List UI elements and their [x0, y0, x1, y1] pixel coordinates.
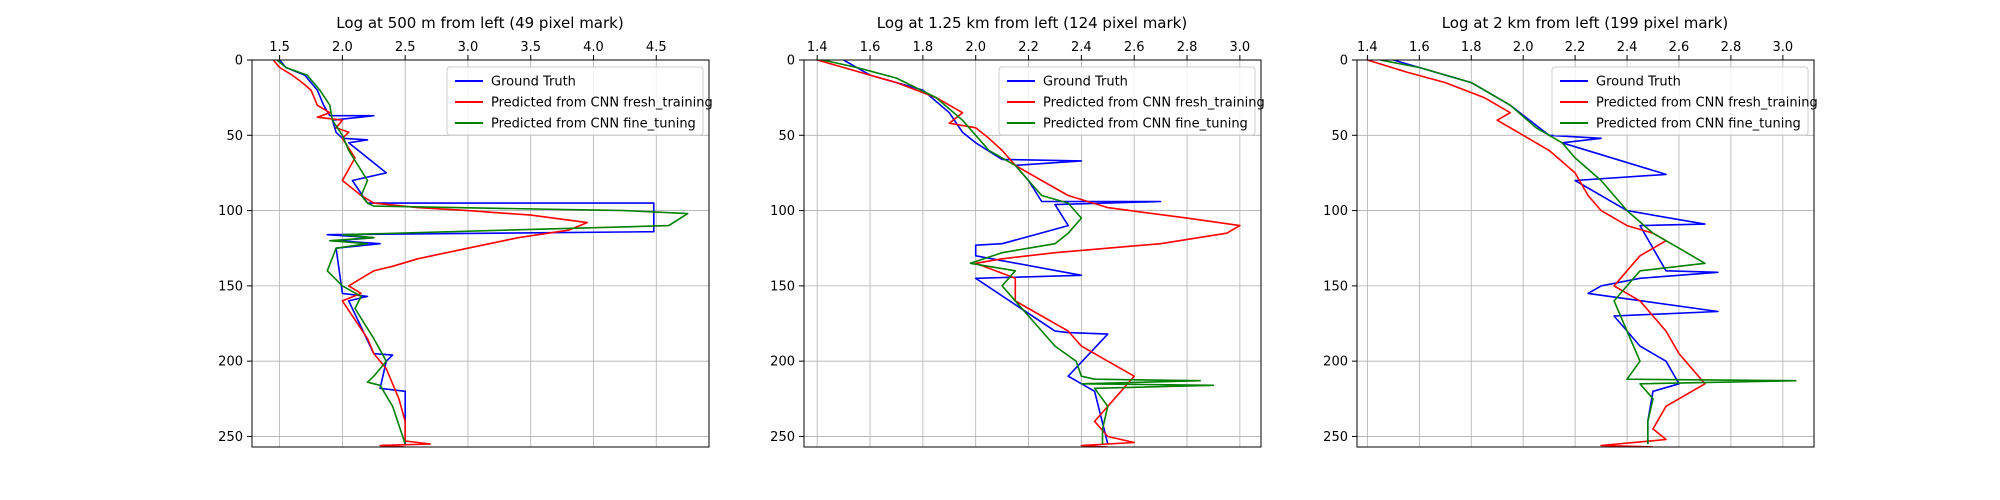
y-tick-label: 100: [1323, 204, 1348, 219]
y-tick-label: 150: [218, 279, 243, 294]
x-tick-label: 1.6: [1409, 40, 1430, 55]
x-tick-label: 2.0: [1513, 40, 1534, 55]
series-line-predicted-from-cnn-fine-tuning: [1380, 60, 1797, 444]
x-tick-label: 2.2: [1565, 40, 1586, 55]
subplot-left: Log at 500 m from left (49 pixel mark) 1…: [218, 14, 713, 448]
y-tick-label: 0: [235, 54, 243, 69]
y-tick-label: 50: [1331, 129, 1348, 144]
x-tick-label: 2.8: [1721, 40, 1742, 55]
y-tick-label: 200: [770, 355, 795, 370]
series-line-predicted-from-cnn-fine-tuning: [822, 60, 1215, 444]
y-tick-label: 50: [778, 129, 795, 144]
x-tick-label: 3.0: [1230, 40, 1251, 55]
plot-frame-middle: [803, 59, 1262, 448]
x-tick-label: 1.4: [807, 40, 828, 55]
y-tick-label: 50: [226, 129, 243, 144]
legend-label: Predicted from CNN fresh_training: [1043, 96, 1265, 111]
x-tick-label: 2.2: [1018, 40, 1039, 55]
y-tick-label: 100: [218, 204, 243, 219]
legend-left: Ground Truth Predicted from CNN fresh_tra…: [446, 66, 713, 136]
subplot-right: Log at 2 km from left (199 pixel mark) 1…: [1323, 14, 1818, 448]
x-tick-label: 3.0: [458, 40, 479, 55]
y-tick-label: 0: [787, 54, 795, 69]
series-line-predicted-from-cnn-fresh-training: [272, 60, 589, 447]
subplot-middle: Log at 1.25 km from left (124 pixel mark…: [770, 14, 1265, 448]
legend-box: [1551, 66, 1809, 136]
y-tick-label: 250: [770, 430, 795, 445]
y-tick-label: 200: [1323, 355, 1348, 370]
legend-label: Predicted from CNN fine_tuning: [1043, 117, 1248, 132]
x-tick-label: 1.5: [269, 40, 290, 55]
subplot-title-left: Log at 500 m from left (49 pixel mark): [336, 14, 623, 32]
x-tick-label: 3.0: [1772, 40, 1793, 55]
x-tick-label: 2.4: [1617, 40, 1638, 55]
plot-frame-right: [1356, 59, 1815, 448]
x-tick-label: 2.5: [395, 40, 416, 55]
legend-label: Ground Truth: [1596, 75, 1681, 90]
series-line-ground-truth: [843, 60, 1162, 445]
x-tick-label: 2.6: [1124, 40, 1145, 55]
x-tick-label: 2.8: [1177, 40, 1198, 55]
x-tick-label: 1.4: [1357, 40, 1378, 55]
series-line-predicted-from-cnn-fine-tuning: [276, 60, 689, 445]
legend-label: Predicted from CNN fresh_training: [491, 96, 713, 111]
y-tick-label: 250: [218, 430, 243, 445]
x-tick-label: 1.8: [1461, 40, 1482, 55]
x-tick-label: 4.5: [646, 40, 667, 55]
y-tick-label: 150: [770, 279, 795, 294]
legend-label: Ground Truth: [1043, 75, 1128, 90]
x-tick-label: 4.0: [583, 40, 604, 55]
y-tick-label: 100: [770, 204, 795, 219]
y-tick-label: 200: [218, 355, 243, 370]
plot-frame-left: [251, 59, 710, 448]
x-tick-label: 1.8: [913, 40, 934, 55]
legend-box: [446, 66, 704, 136]
y-tick-label: 0: [1340, 54, 1348, 69]
x-tick-label: 3.5: [520, 40, 541, 55]
legend-label: Predicted from CNN fine_tuning: [1596, 117, 1801, 132]
x-tick-label: 1.6: [860, 40, 881, 55]
x-tick-label: 2.0: [332, 40, 353, 55]
legend-right: Ground Truth Predicted from CNN fresh_tra…: [1551, 66, 1818, 136]
y-tick-label: 250: [1323, 430, 1348, 445]
legend-box: [998, 66, 1256, 136]
legend-label: Predicted from CNN fresh_training: [1596, 96, 1818, 111]
legend-middle: Ground Truth Predicted from CNN fresh_tra…: [998, 66, 1265, 136]
legend-label: Predicted from CNN fine_tuning: [491, 117, 696, 132]
x-tick-label: 2.6: [1669, 40, 1690, 55]
subplot-title-right: Log at 2 km from left (199 pixel mark): [1442, 14, 1729, 32]
x-tick-label: 2.0: [965, 40, 986, 55]
y-tick-label: 150: [1323, 279, 1348, 294]
legend-label: Ground Truth: [491, 75, 576, 90]
x-tick-label: 2.4: [1071, 40, 1092, 55]
series-line-predicted-from-cnn-fresh-training: [816, 60, 1241, 447]
subplot-title-middle: Log at 1.25 km from left (124 pixel mark…: [877, 14, 1187, 32]
